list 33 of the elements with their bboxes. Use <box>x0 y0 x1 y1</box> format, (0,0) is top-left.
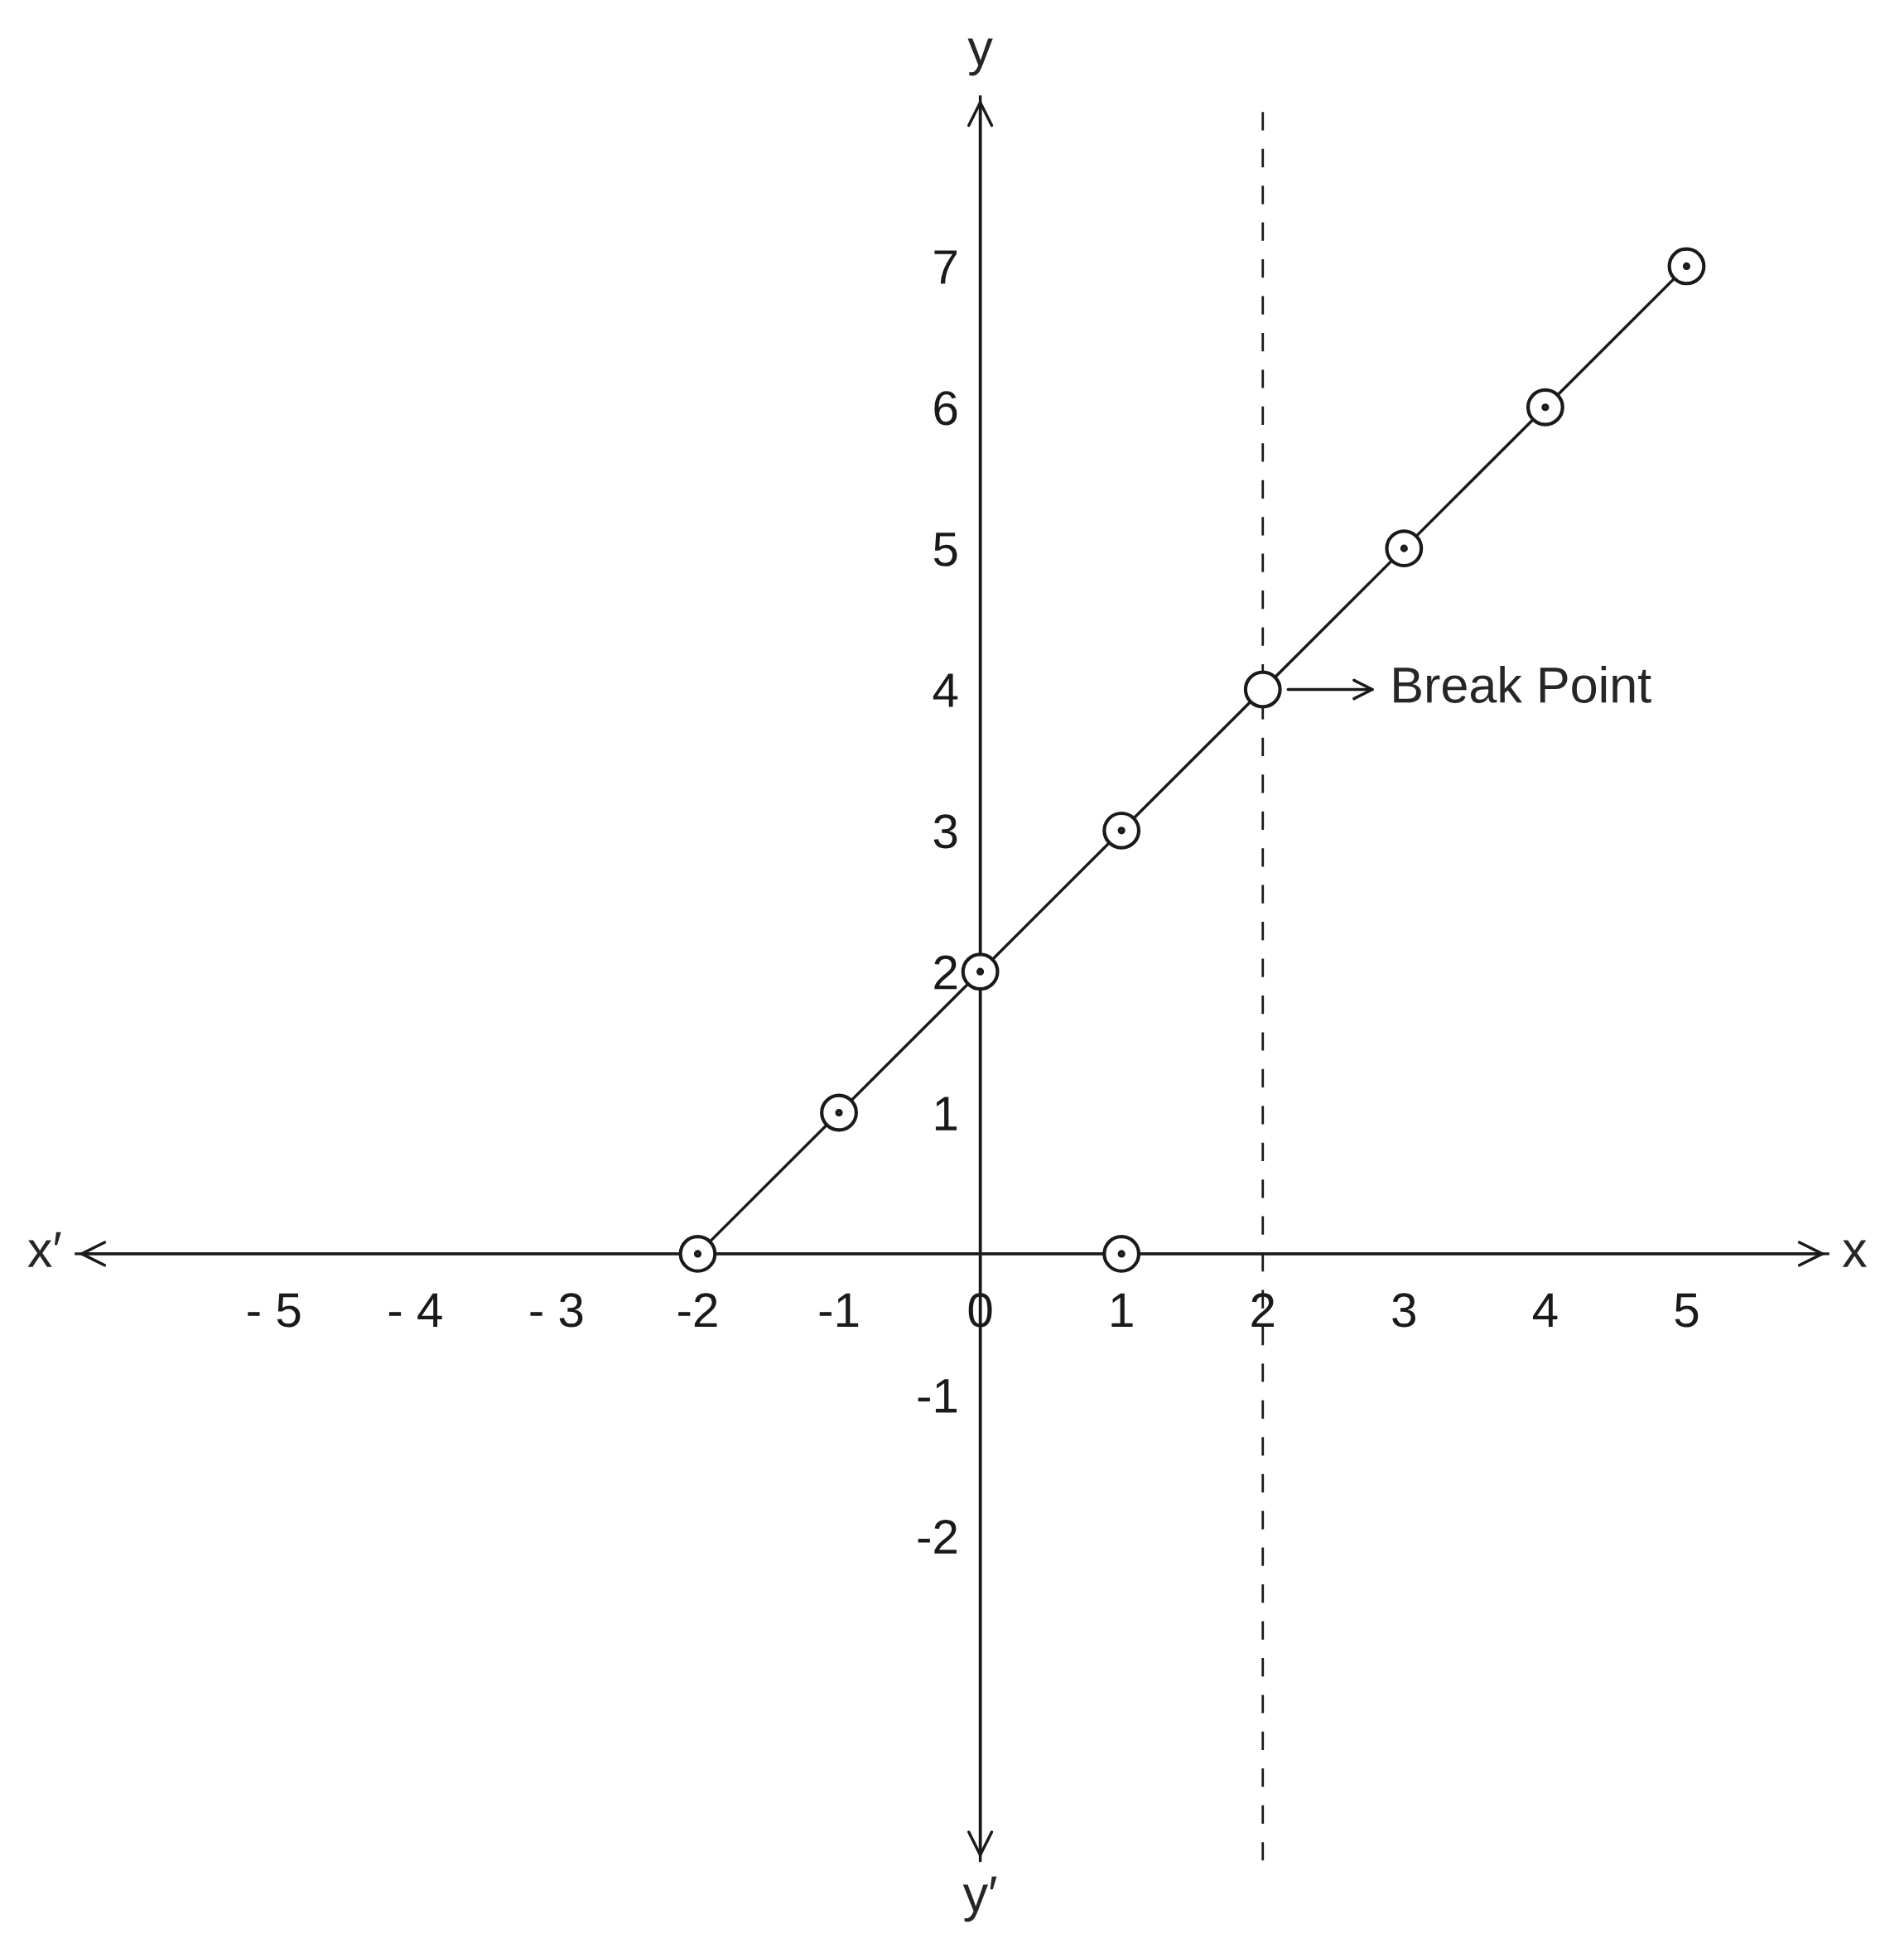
y-tick-label: -2 <box>918 1519 957 1554</box>
y-tick-label: 4 <box>933 673 958 707</box>
x-axis-title: x <box>1842 1240 1867 1267</box>
y-tick-label: 5 <box>933 533 957 566</box>
point <box>678 1234 717 1273</box>
y-tick-label: 6 <box>934 391 957 426</box>
x-tick-label: -1 <box>819 1293 859 1327</box>
annotation: Break Point <box>1394 665 1651 703</box>
point <box>1102 811 1141 850</box>
point <box>1385 529 1424 568</box>
x-tick-label: - 5 <box>248 1293 301 1328</box>
x-tick-label: 2 <box>1251 1293 1275 1327</box>
x-tick-label: 4 <box>1533 1293 1558 1327</box>
x-tick-label: -2 <box>678 1293 717 1327</box>
x-tick-label: 1 <box>1111 1293 1133 1327</box>
x-tick-label: 3 <box>1392 1293 1415 1328</box>
y-tick-label: -1 <box>918 1379 957 1413</box>
y-tick-label: 3 <box>933 814 957 849</box>
y-tick-label: 2 <box>934 955 957 990</box>
x-tick-label: 5 <box>1675 1293 1699 1328</box>
y-axis-title: y <box>967 38 993 76</box>
text: y′ <box>962 1876 997 1922</box>
x-tick-label: - 3 <box>530 1293 583 1328</box>
point <box>820 1093 858 1132</box>
point <box>1526 388 1564 427</box>
point <box>961 952 1000 991</box>
y-tick-label: 7 <box>934 250 957 284</box>
y-tick-label: 1 <box>935 1097 957 1130</box>
text: x′ <box>27 1232 61 1267</box>
point <box>1243 670 1282 709</box>
point <box>1667 247 1706 286</box>
x-tick-label: - 4 <box>388 1293 442 1327</box>
point <box>1102 1234 1141 1273</box>
